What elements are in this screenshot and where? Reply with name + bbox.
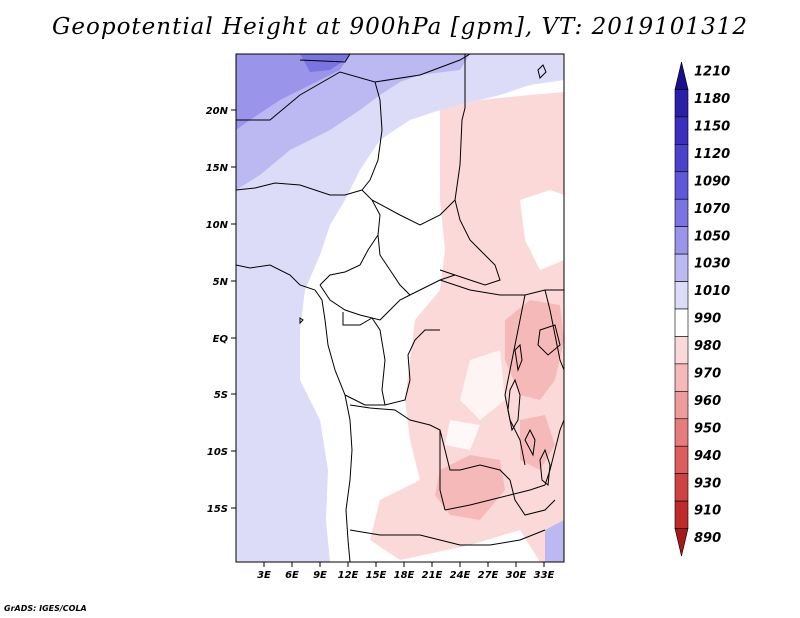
lat-label: EQ [213,334,229,345]
colorbar-label: 990 [694,312,721,327]
colorbar-swatch [674,418,689,447]
colorbar-label: 960 [694,394,721,409]
latitude-labels: 20N 15N 10N 5N EQ 5S 10S 15S [206,106,229,515]
height-field [236,54,564,562]
lat-label: 10S [207,447,228,458]
colorbar-swatch [674,116,689,145]
colorbar-label: 910 [694,504,721,519]
map-frame [235,53,565,563]
figure-title: Geopotential Height at 900hPa [gpm], VT:… [52,14,748,40]
lat-label: 20N [206,106,229,117]
lon-label: 30E [506,570,527,581]
lon-label: 3E [257,570,271,581]
colorbar-swatch [674,226,689,255]
axis-ticks [231,109,545,567]
colorbar-swatch [674,528,689,557]
colorbar-label: 890 [694,531,721,546]
credit-label: GrADS: IGES/COLA [4,604,87,613]
colorbar-swatch [674,336,689,365]
colorbar-swatch [674,61,689,90]
colorbar-label: 1090 [694,174,730,189]
colorbar-swatch [674,198,689,227]
colorbar-swatch [674,171,689,200]
colorbar-label: 940 [694,449,721,464]
colorbar-label: 1010 [694,284,730,299]
lat-label: 5S [214,390,228,401]
lat-label: 5N [213,277,229,288]
colorbar-swatch [674,500,689,529]
lon-label: 9E [313,570,327,581]
colorbar-label: 930 [694,476,721,491]
colorbar-label: 950 [694,421,721,436]
colorbar-label: 1150 [694,119,730,134]
lon-label: 21E [422,570,443,581]
lon-label: 27E [478,570,499,581]
lon-label: 18E [394,570,415,581]
lon-label: 12E [338,570,359,581]
lat-label: 15S [207,504,228,515]
colorbar-label: 1030 [694,257,730,272]
colorbar-label: 980 [694,339,721,354]
colorbar-swatch [674,253,689,282]
colorbar-label: 970 [694,366,721,381]
lon-label: 33E [534,570,555,581]
colorbar-label: 1210 [694,65,730,80]
lon-label: 6E [285,570,299,581]
lon-label: 15E [366,570,387,581]
colorbar-swatch [674,308,689,337]
colorbar-swatch [674,363,689,392]
colorbar-label: 1180 [694,92,730,107]
colorbar: 1210 1180 1150 1120 1090 1070 1050 1030 1010 990 9… [674,61,730,557]
lat-label: 15N [206,163,229,174]
lon-label: 24E [450,570,471,581]
colorbar-swatch [674,144,689,173]
colorbar-label: 1120 [694,147,730,162]
lat-label: 10N [206,220,229,231]
borders [236,54,564,562]
colorbar-label: 1050 [694,229,730,244]
colorbar-swatch [674,445,689,474]
colorbar-swatch [674,391,689,420]
colorbar-label: 1070 [694,202,730,217]
colorbar-swatch [674,473,689,502]
colorbar-swatch [674,281,689,310]
colorbar-swatch [674,89,689,118]
longitude-labels: 3E 6E 9E 12E 15E 18E 21E 24E 27E 30E 33E [257,570,554,581]
